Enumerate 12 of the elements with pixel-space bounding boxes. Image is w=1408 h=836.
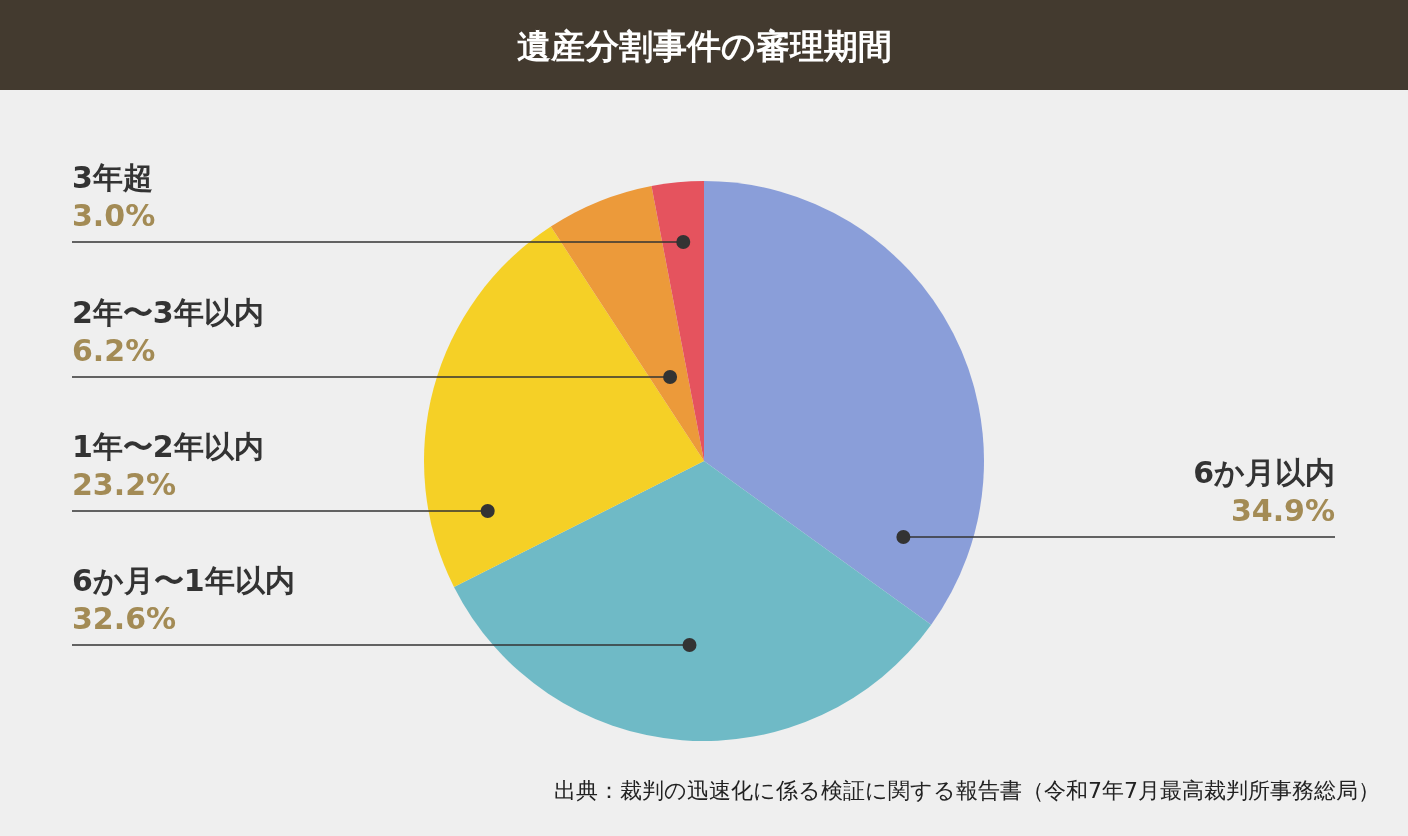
slice-label: 6か月〜1年以内	[72, 563, 295, 598]
data-label: 23.2%	[72, 467, 177, 502]
source-note: 出典：裁判の迅速化に係る検証に関する報告書（令和7年7月最高裁判所事務総局）	[554, 778, 1380, 803]
data-label: 34.9%	[1230, 493, 1335, 528]
slice-label: 6か月以内	[1193, 455, 1335, 490]
chart-title: 遺産分割事件の審理期間	[516, 26, 892, 66]
data-label: 6.2%	[72, 333, 156, 368]
slice-label: 2年〜3年以内	[72, 295, 264, 330]
data-label: 32.6%	[72, 601, 177, 636]
slice-label: 3年超	[72, 160, 153, 195]
data-label: 3.0%	[72, 198, 156, 233]
slice-label: 1年〜2年以内	[72, 429, 264, 464]
